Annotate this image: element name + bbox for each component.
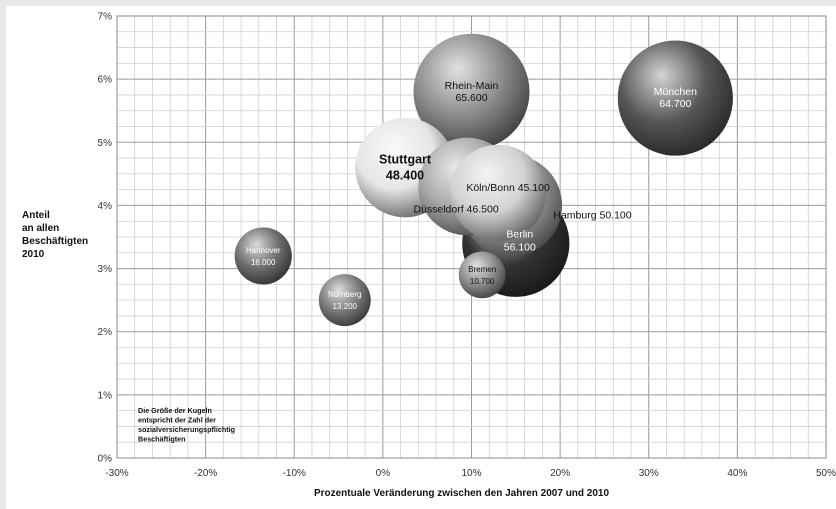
y-tick-label: 5% (98, 138, 113, 149)
y-axis-title-line: Anteil (22, 210, 50, 221)
bubble-label-name: München (654, 86, 697, 98)
y-axis-title-line: 2010 (22, 249, 45, 260)
y-tick-label: 3% (98, 264, 113, 275)
y-axis-title-line: an allen (22, 223, 59, 234)
x-tick-label: 0% (376, 468, 391, 479)
bubble-chart: 0% 1% 2% 3% 4% 5% 6% 7% -30% -20% -10% 0% 10% 20% 30%… (22, 12, 836, 500)
x-tick-label: 50% (816, 468, 836, 479)
size-note: Die Größe der Kugeln entspricht der Zahl … (138, 406, 235, 444)
bubble-label-value: 10.700 (470, 277, 495, 286)
bubble-label-name: Hannover (246, 246, 281, 255)
bubble-label-name: Nürnberg (328, 290, 361, 299)
bubble-label-name: Rhein-Main (445, 80, 499, 92)
y-tick-label: 2% (98, 327, 113, 338)
bubble (617, 40, 733, 156)
x-tick-label: 30% (639, 468, 659, 479)
bubble-label: Düsseldorf 46.500 (413, 203, 498, 215)
bubble (458, 251, 506, 299)
bubble (234, 227, 292, 285)
x-tick-label: 40% (727, 468, 747, 479)
bubble-label: Köln/Bonn 45.100 (466, 182, 550, 194)
x-tick-label: -20% (194, 468, 217, 479)
chart-frame: 0% 1% 2% 3% 4% 5% 6% 7% -30% -20% -10% 0% 10% 20% 30%… (6, 6, 836, 509)
y-tick-label: 1% (98, 390, 113, 401)
y-axis-ticks: 0% 1% 2% 3% 4% 5% 6% 7% (98, 12, 113, 465)
y-axis-title: Anteil an allen Beschäftigten 2010 (22, 210, 88, 260)
bubble-label-value: 16.000 (251, 258, 276, 267)
bubble-label-value: 56.100 (504, 241, 536, 253)
y-tick-label: 0% (98, 454, 113, 465)
x-tick-label: 10% (461, 468, 481, 479)
bubble-label-value: 65.600 (455, 92, 487, 104)
x-axis-ticks: -30% -20% -10% 0% 10% 20% 30% 40% 50% (105, 468, 836, 479)
bubble-label-value: 48.400 (386, 169, 424, 183)
grid (116, 15, 827, 459)
size-note-line: Die Größe der Kugeln (138, 406, 212, 415)
bubble-label: Hamburg 50.100 (553, 209, 631, 221)
size-note-line: entspricht der Zahl der (138, 416, 216, 425)
y-tick-label: 4% (98, 201, 113, 212)
size-note-line: sozialversicherungspflichtig (138, 425, 235, 434)
x-tick-label: -10% (283, 468, 306, 479)
bubble-label-name: Berlin (506, 228, 533, 240)
bubble-label-value: 64.700 (659, 98, 691, 110)
bubble (413, 33, 530, 150)
bubble-label-value: 13.200 (333, 302, 358, 311)
x-tick-label: 20% (550, 468, 570, 479)
y-tick-label: 7% (98, 12, 113, 23)
bubble (449, 144, 547, 241)
bubble (318, 274, 371, 327)
bubble-label-name: Bremen (468, 265, 496, 274)
size-note-line: Beschäftigten (138, 435, 186, 444)
x-axis-title: Prozentuale Veränderung zwischen den Jah… (314, 488, 610, 499)
plot-border (116, 15, 827, 459)
x-tick-label: -30% (105, 468, 128, 479)
bubbles (234, 33, 733, 327)
y-tick-label: 6% (98, 75, 113, 86)
y-axis-title-line: Beschäftigten (22, 236, 88, 247)
bubble-label-name: Stuttgart (379, 153, 432, 167)
